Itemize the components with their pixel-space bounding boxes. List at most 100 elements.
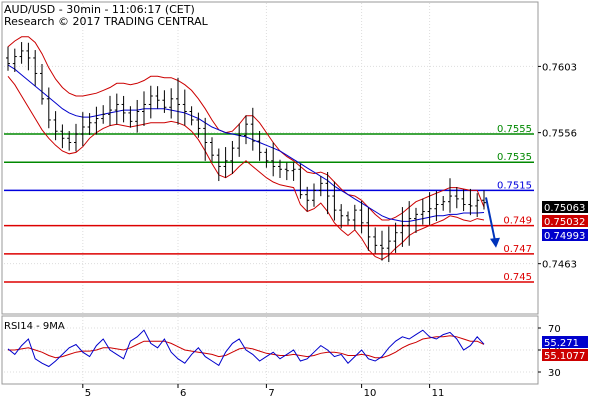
- rsi-badge-bg: [542, 349, 588, 361]
- level-label-0.749: 0.749: [503, 216, 532, 227]
- level-label-0.7515: 0.7515: [497, 180, 532, 191]
- price-bar: [6, 46, 10, 71]
- price-bar: [250, 107, 255, 151]
- price-bar: [271, 142, 276, 177]
- price-bar: [128, 106, 133, 128]
- price-bar: [40, 64, 44, 105]
- price-bar: [223, 147, 228, 178]
- price-bar: [352, 204, 357, 230]
- price-bar: [135, 99, 140, 133]
- price-bar: [162, 90, 167, 113]
- price-bar: [325, 171, 330, 215]
- price-bar: [434, 190, 439, 221]
- price-bar: [454, 187, 459, 209]
- price-badge-bg: [542, 201, 588, 213]
- price-bar: [332, 181, 337, 221]
- price-bar: [420, 198, 425, 225]
- price-bar: [155, 86, 160, 109]
- rsi-title: RSI14 - 9MA: [4, 321, 65, 332]
- time-tick-label: 7: [268, 388, 274, 399]
- price-bar: [74, 123, 78, 152]
- price-tick-label: 0.7556: [542, 129, 577, 140]
- bollinger-lower-band: [7, 75, 485, 261]
- price-bar: [94, 106, 99, 135]
- price-bar: [216, 148, 221, 182]
- rsi-tick-label: 30: [548, 368, 561, 379]
- price-bar: [448, 178, 452, 213]
- price-bar: [400, 207, 405, 247]
- time-tick-label: 5: [85, 388, 91, 399]
- price-tick-label: 0.7463: [542, 260, 577, 271]
- price-bar: [339, 204, 344, 229]
- price-bar: [461, 189, 466, 212]
- price-bar: [475, 193, 480, 217]
- price-bar: [176, 77, 180, 125]
- price-bar: [230, 140, 235, 175]
- price-badge-bg: [542, 215, 588, 227]
- price-bar: [278, 159, 282, 179]
- price-bar: [407, 201, 412, 246]
- price-bar: [414, 207, 418, 234]
- rsi-lines: [7, 329, 485, 368]
- rsi-tick-label: 70: [548, 324, 561, 335]
- rsi-ma-line: [8, 335, 485, 359]
- price-bar: [386, 226, 391, 263]
- level-label-0.7535: 0.7535: [497, 152, 532, 163]
- price-bar: [26, 42, 31, 71]
- price-panel-frame: [1, 1, 539, 315]
- level-lines: [4, 133, 534, 283]
- price-badges: 0.75063 0.75032 0.74993: [542, 201, 588, 242]
- forecast-arrow: [485, 197, 500, 248]
- rsi-badge-label: 55.1077: [544, 351, 585, 362]
- price-bar: [346, 211, 350, 225]
- price-bar: [203, 117, 208, 161]
- price-bar: [46, 87, 51, 129]
- rsi-line: [7, 329, 485, 368]
- price-bar: [244, 115, 248, 145]
- price-bar: [393, 222, 398, 253]
- price-bar: [87, 113, 92, 135]
- lower-band-line: [7, 75, 485, 261]
- price-bar: [19, 42, 24, 64]
- price-bar: [298, 164, 303, 199]
- price-bar: [237, 123, 242, 157]
- rsi-badge-bg: [542, 336, 588, 348]
- price-bar: [380, 230, 384, 261]
- level-label-0.7555: 0.7555: [497, 124, 532, 135]
- price-bar: [53, 111, 58, 141]
- level-label-0.747: 0.747: [503, 244, 532, 255]
- price-bar: [257, 130, 262, 161]
- price-bar: [441, 195, 446, 211]
- price-bar: [148, 85, 153, 119]
- price-badge-label: 0.74993: [544, 231, 585, 242]
- price-badge-bg: [542, 229, 588, 241]
- level-labels: 0.7555 0.7535 0.7515 0.749 0.747 0.745: [497, 124, 532, 283]
- price-bar: [359, 200, 364, 234]
- price-tick-label: 0.7603: [542, 62, 577, 73]
- price-bar: [80, 112, 85, 147]
- price-bar: [427, 192, 432, 225]
- price-bar: [67, 131, 72, 151]
- price-bar: [318, 176, 323, 197]
- rsi-badges: 55.271 55.1077: [542, 336, 588, 362]
- price-bar: [169, 88, 174, 119]
- price-gridlines: [4, 3, 534, 313]
- price-bar: [284, 162, 289, 181]
- price-bars: [6, 42, 486, 263]
- price-bar: [142, 91, 146, 127]
- price-bar: [196, 112, 201, 138]
- price-bar: [12, 48, 17, 72]
- price-bar: [482, 190, 486, 210]
- price-bar: [366, 207, 371, 251]
- price-bar: [210, 137, 214, 162]
- time-axis: 5 6 7 10 11: [2, 383, 538, 399]
- price-bar: [60, 124, 65, 149]
- price-bar: [182, 89, 187, 126]
- price-badge-label: 0.75032: [544, 217, 585, 228]
- price-bar: [114, 93, 119, 125]
- level-label-0.745: 0.745: [503, 272, 532, 283]
- price-bar: [305, 186, 310, 212]
- forecast-arrow-head: [490, 237, 500, 248]
- price-bar: [312, 183, 316, 207]
